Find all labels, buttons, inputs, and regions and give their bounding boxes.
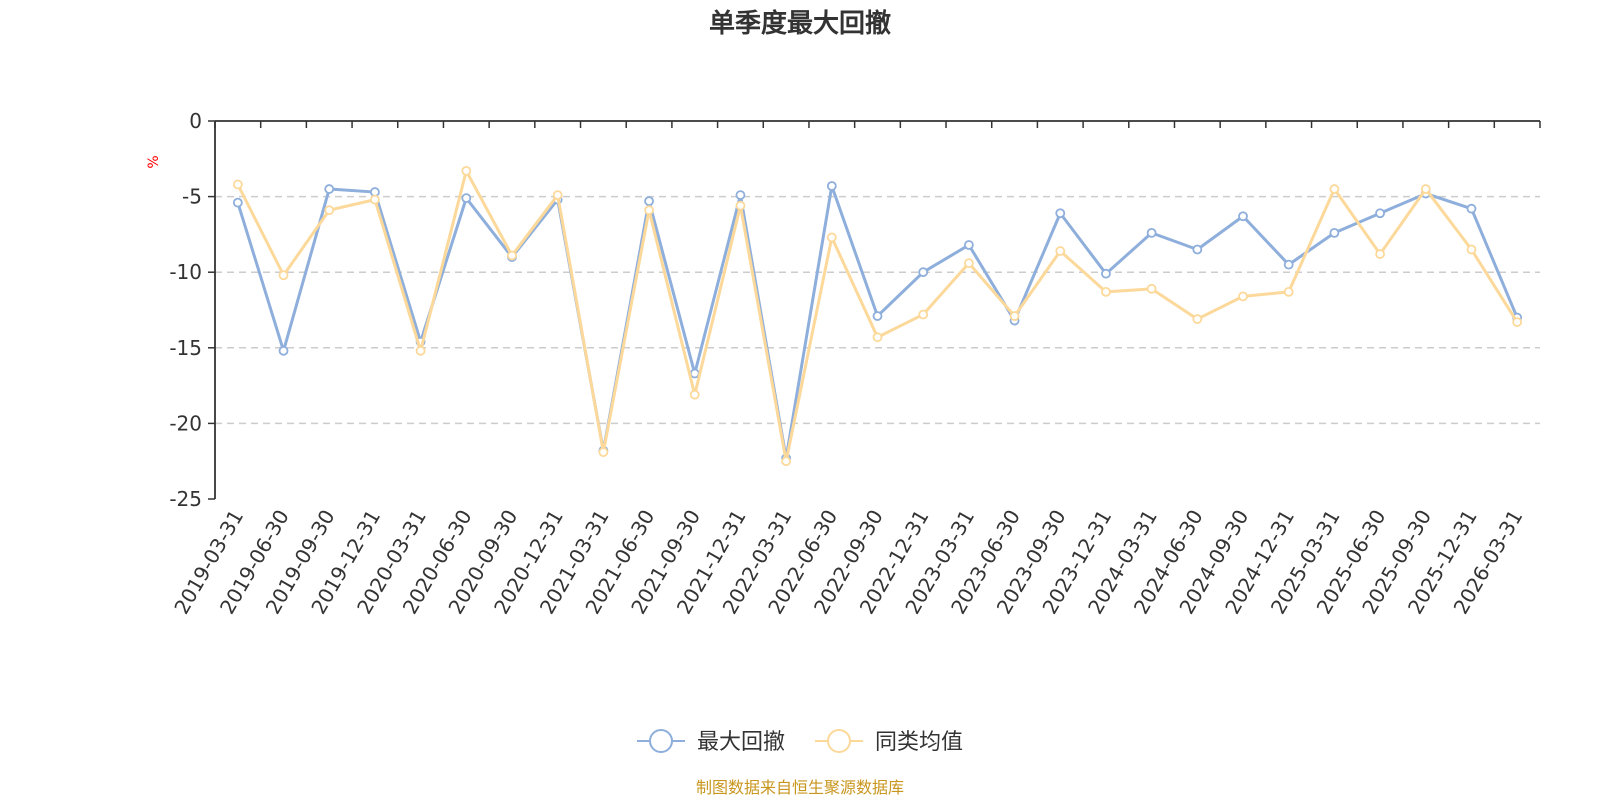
data-point: [1101, 286, 1111, 297]
data-point: [1466, 244, 1477, 255]
data-point: [507, 250, 517, 261]
legend[interactable]: 最大回撤 同类均值: [637, 729, 963, 755]
data-point: [324, 184, 335, 194]
data-point: [1146, 227, 1157, 238]
data-point: [1101, 268, 1111, 279]
y-tick-label: -15: [169, 336, 202, 360]
data-point: [1146, 283, 1157, 294]
series-line: [236, 184, 1519, 460]
data-point: [461, 193, 472, 204]
data-point: [1238, 291, 1248, 302]
data-point: [278, 345, 289, 356]
data-point: [1192, 244, 1203, 255]
data-point: [1009, 311, 1020, 321]
y-tick-label: -5: [182, 185, 202, 209]
data-point: [918, 309, 929, 320]
data-point: [370, 194, 380, 205]
y-tick-label: -20: [169, 411, 202, 435]
data-point: [232, 197, 243, 208]
series-lines: [232, 165, 1523, 467]
data-point: [1466, 203, 1477, 214]
legend-label: 最大回撤: [697, 730, 785, 755]
axes: [208, 120, 1541, 500]
source-note: 制图数据来自恒生聚源数据库: [696, 778, 904, 797]
data-point: [1283, 286, 1294, 297]
grid-lines: [215, 195, 1540, 425]
y-tick-label: 0: [189, 109, 202, 133]
data-point: [872, 332, 883, 343]
data-point: [781, 456, 792, 467]
data-point: [552, 190, 563, 200]
data-point: [1192, 314, 1203, 324]
y-axis-unit: %: [146, 155, 162, 168]
series-2: [232, 165, 1523, 467]
data-point: [1055, 208, 1066, 219]
data-point: [415, 345, 426, 356]
y-tick-labels: 0 -5 -10 -15 -20 -25: [169, 109, 202, 511]
data-point: [963, 240, 974, 250]
data-point: [872, 311, 883, 321]
data-point: [644, 205, 654, 216]
data-point: [1329, 227, 1340, 238]
data-point: [1420, 184, 1431, 194]
data-point: [232, 179, 243, 190]
data-point: [324, 205, 335, 216]
x-tick-labels: 2019-03-312019-06-302019-09-302019-12-31…: [169, 506, 1527, 619]
data-point: [644, 196, 654, 207]
data-point: [689, 389, 700, 400]
y-tick-label: -25: [169, 487, 202, 511]
data-point: [689, 368, 700, 379]
data-point: [1512, 317, 1523, 327]
data-point: [735, 190, 746, 200]
legend-marker-icon: [649, 729, 673, 753]
data-point: [1329, 184, 1340, 194]
data-point: [963, 258, 974, 269]
chart-title: 单季度最大回撤: [709, 8, 891, 39]
data-point: [826, 232, 837, 243]
legend-item[interactable]: 最大回撤: [637, 729, 785, 755]
legend-label: 同类均值: [875, 730, 963, 755]
data-point: [1055, 246, 1066, 256]
data-point: [826, 181, 837, 191]
data-point: [598, 447, 609, 458]
data-point: [461, 165, 472, 176]
data-point: [735, 200, 746, 211]
data-point: [278, 270, 289, 281]
data-point: [1238, 211, 1248, 222]
legend-marker-icon: [827, 729, 851, 753]
data-point: [918, 267, 929, 278]
legend-item[interactable]: 同类均值: [815, 729, 963, 755]
data-point: [1375, 249, 1385, 259]
y-tick-label: -10: [169, 260, 202, 284]
data-point: [1283, 259, 1294, 270]
data-point: [1375, 208, 1385, 219]
